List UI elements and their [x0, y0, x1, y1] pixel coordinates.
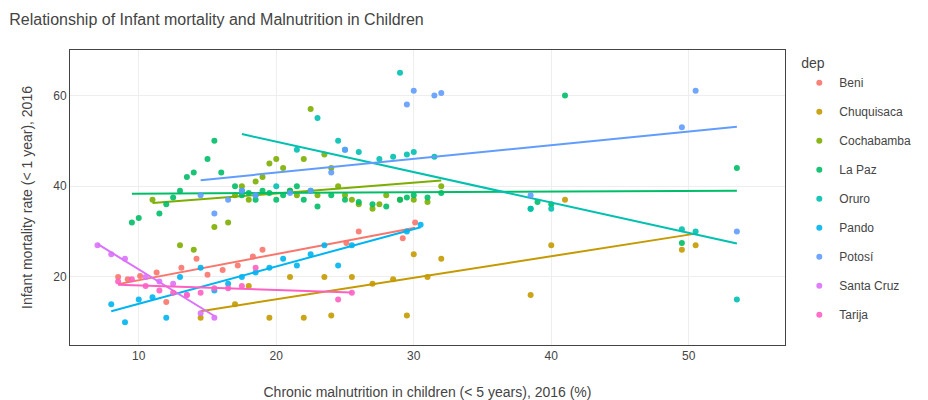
svg-text:Chronic malnutrition in childr: Chronic malnutrition in children (< 5 ye…: [264, 384, 592, 400]
svg-text:dep: dep: [801, 55, 825, 71]
svg-text:20: 20: [53, 270, 67, 284]
svg-text:Beni: Beni: [839, 76, 863, 90]
svg-text:10: 10: [132, 349, 146, 363]
svg-text:La Paz: La Paz: [839, 163, 876, 177]
svg-text:Potosí: Potosí: [839, 250, 874, 264]
svg-text:Chuquisaca: Chuquisaca: [839, 105, 903, 119]
svg-text:Tarija: Tarija: [839, 308, 868, 322]
svg-text:40: 40: [545, 349, 559, 363]
svg-text:Infant mortality rate (< 1 yea: Infant mortality rate (< 1 year), 2016: [19, 86, 35, 309]
svg-text:Relationship of Infant mortali: Relationship of Infant mortality and Mal…: [9, 11, 423, 28]
svg-text:30: 30: [407, 349, 421, 363]
svg-text:50: 50: [682, 349, 696, 363]
svg-text:40: 40: [53, 179, 67, 193]
svg-text:Santa Cruz: Santa Cruz: [839, 279, 899, 293]
svg-text:Cochabamba: Cochabamba: [839, 134, 911, 148]
svg-text:Oruro: Oruro: [839, 192, 870, 206]
svg-text:60: 60: [53, 89, 67, 103]
svg-text:20: 20: [270, 349, 284, 363]
svg-text:Pando: Pando: [839, 221, 874, 235]
